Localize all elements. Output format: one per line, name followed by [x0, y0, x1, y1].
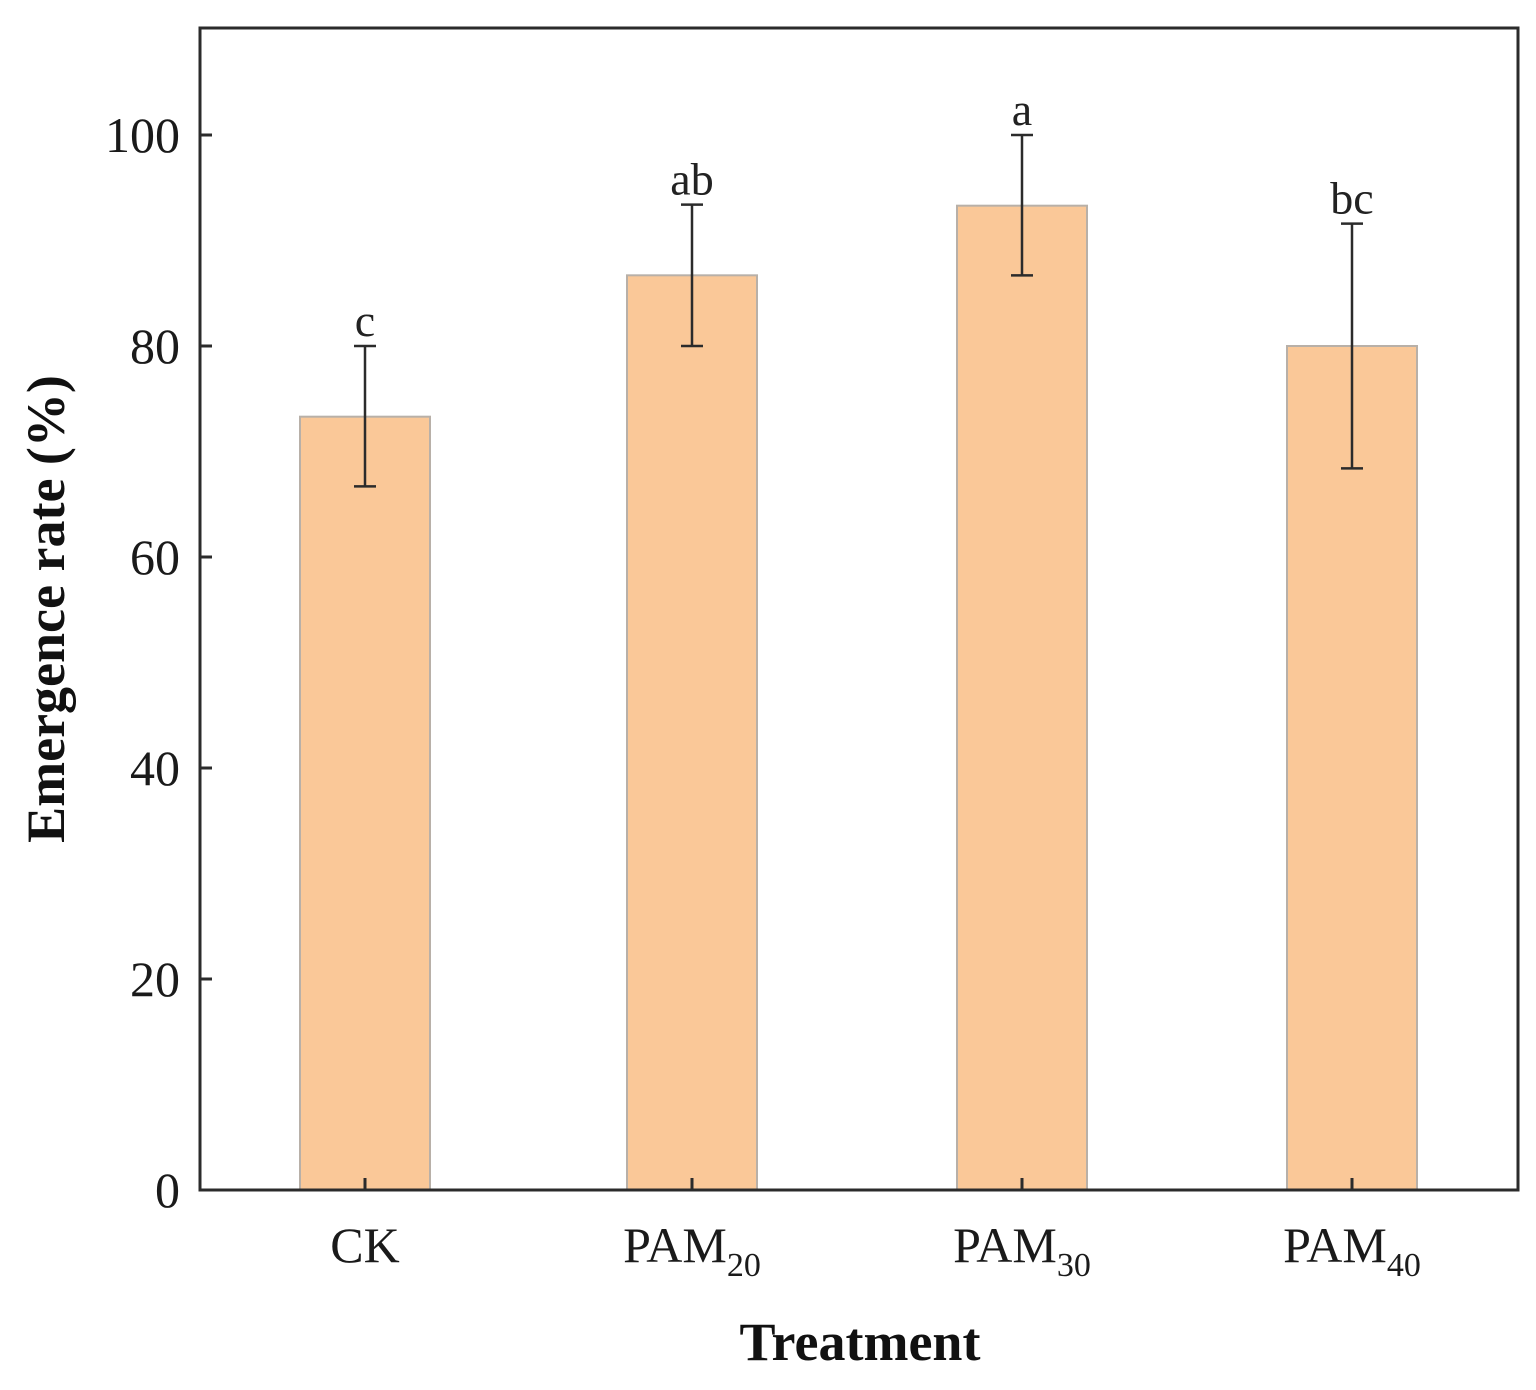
error-bar-3 [1341, 222, 1363, 470]
x-tick-label-2: PAM30 [953, 1217, 1091, 1284]
bar-0 [299, 415, 431, 1191]
y-axis-ticks: 0 20 40 60 80 100 [105, 107, 212, 1218]
bar-3 [1286, 345, 1418, 1191]
x-axis-ticks: CK PAM20 PAM30 PAM40 [330, 1178, 1421, 1284]
x-tick-label-subscript: 30 [1057, 1247, 1091, 1284]
bars-layer [299, 204, 1418, 1191]
x-tick-label-1: PAM20 [623, 1217, 761, 1284]
error-bar-0 [354, 344, 376, 488]
bar-1 [626, 274, 758, 1191]
y-tick-label-0: 0 [155, 1162, 180, 1218]
x-tick-label-base: PAM [953, 1217, 1057, 1273]
y-tick-label-3: 60 [130, 529, 180, 585]
x-tick-label-subscript: 40 [1387, 1247, 1421, 1284]
error-bars-layer [354, 133, 1363, 488]
x-tick-label-subscript: 20 [727, 1247, 761, 1284]
y-axis-title: Emergence rate (%) [16, 375, 76, 843]
significance-letter-1: ab [670, 154, 713, 205]
significance-letter-0: c [355, 295, 375, 346]
y-tick-label-4: 80 [130, 318, 180, 374]
y-tick-label-5: 100 [105, 107, 180, 163]
bar-2 [956, 204, 1088, 1191]
x-tick-label-0: CK [330, 1217, 399, 1273]
x-tick-label-base: PAM [623, 1217, 727, 1273]
significance-letters-layer: c ab a bc [355, 84, 1374, 346]
significance-letter-2: a [1012, 84, 1032, 135]
x-tick-label-3: PAM40 [1283, 1217, 1421, 1284]
x-tick-label-base: CK [330, 1217, 399, 1273]
x-tick-label-base: PAM [1283, 1217, 1387, 1273]
significance-letter-3: bc [1330, 173, 1373, 224]
error-bar-1 [681, 203, 703, 348]
plot-frame [198, 26, 1520, 1192]
y-tick-label-1: 20 [130, 951, 180, 1007]
y-tick-label-2: 40 [130, 740, 180, 796]
x-axis-title: Treatment [740, 1312, 981, 1372]
error-bar-2 [1011, 133, 1033, 277]
